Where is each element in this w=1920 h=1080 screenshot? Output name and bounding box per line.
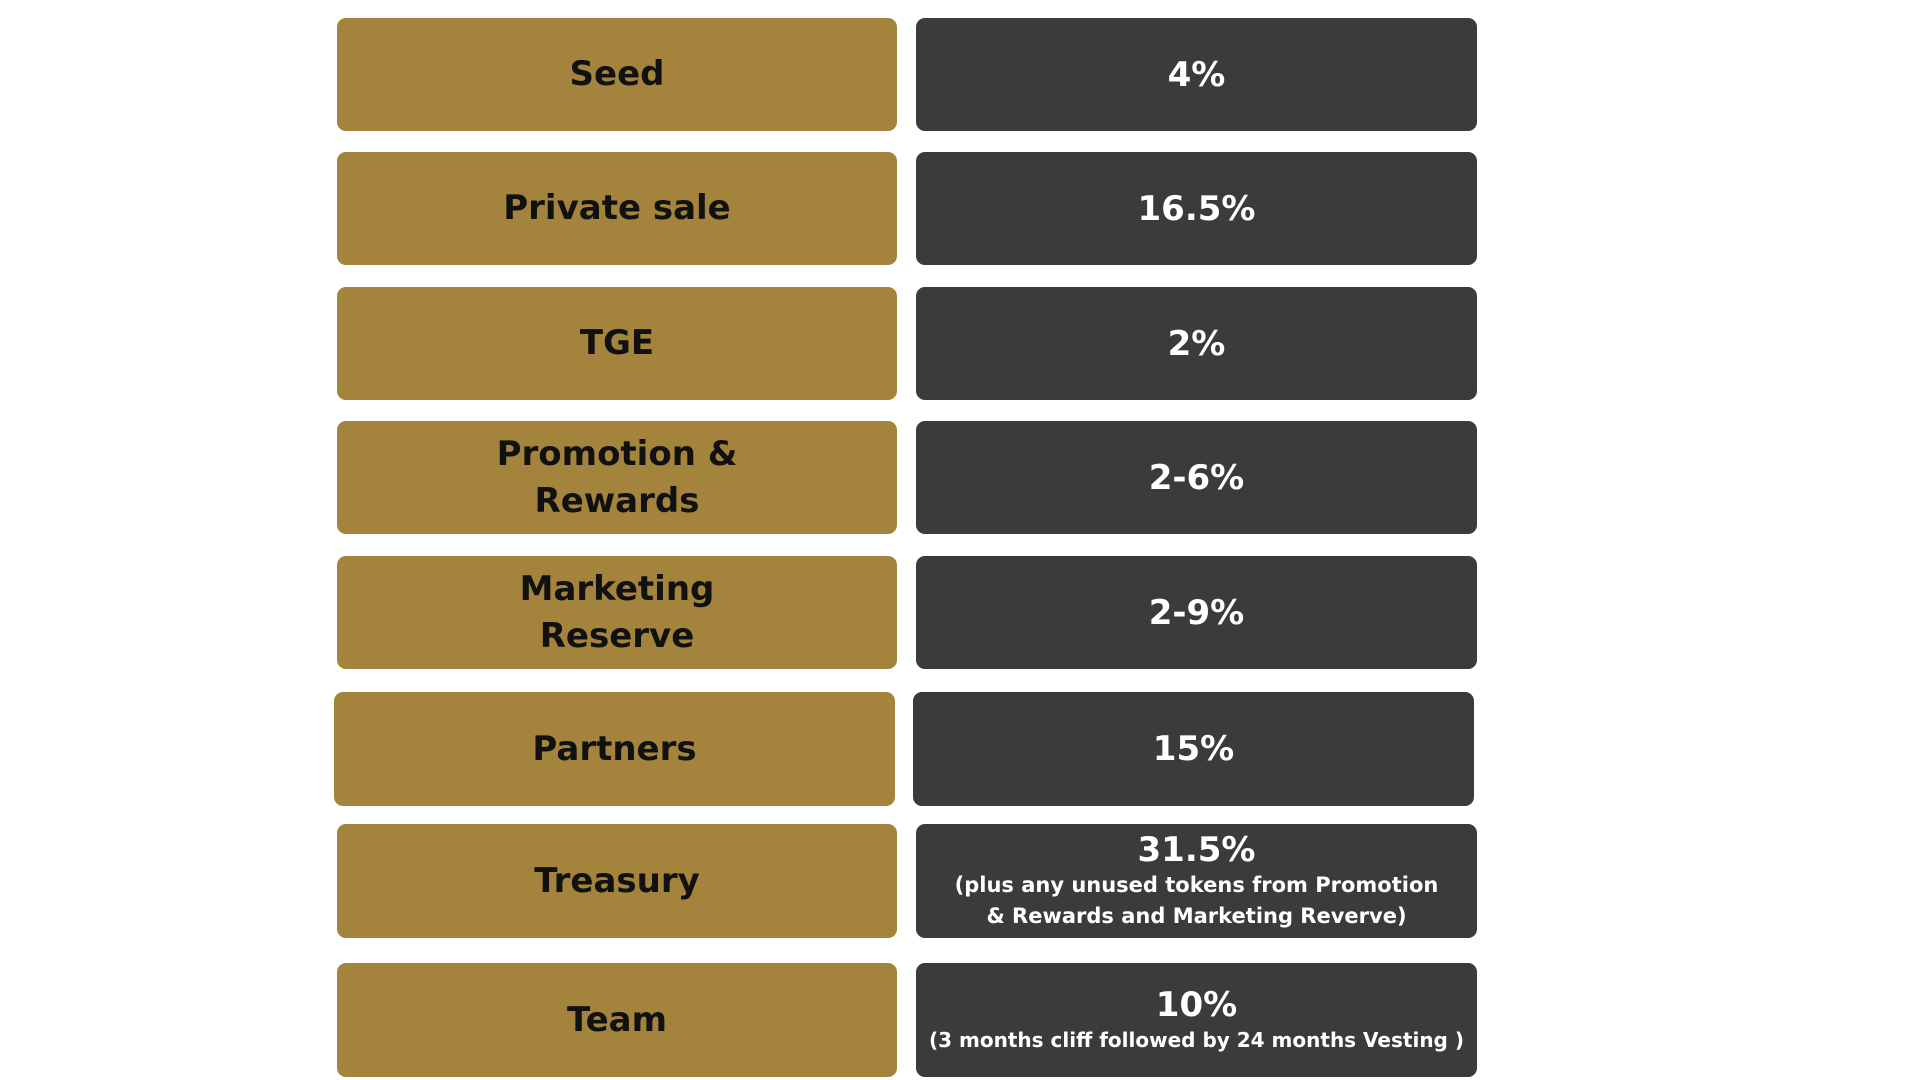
row-label-text: Private sale — [503, 188, 731, 228]
row-value-team: 10% (3 months cliff followed by 24 month… — [916, 963, 1477, 1077]
row-value-marketing-reserve: 2-9% — [916, 556, 1477, 669]
row-value-text: 10% — [1155, 984, 1238, 1025]
row-label-treasury: Treasury — [337, 824, 897, 938]
row-value-text: 15% — [1152, 729, 1235, 769]
row-label-text: Seed — [569, 54, 665, 94]
row-value-note: (3 months cliff followed by 24 months Ve… — [929, 1027, 1464, 1052]
row-label-text: TGE — [579, 323, 655, 363]
row-value-treasury: 31.5% (plus any unused tokens from Promo… — [916, 824, 1477, 938]
row-value-text: 16.5% — [1137, 188, 1256, 229]
row-label-text: Partners — [532, 728, 697, 769]
row-label-team: Team — [337, 963, 897, 1077]
row-label-partners: Partners — [334, 692, 895, 806]
row-value-text: 2-6% — [1148, 457, 1245, 498]
row-value-text: 31.5% — [1137, 830, 1256, 870]
row-value-text: 2-9% — [1148, 592, 1245, 633]
row-value-private-sale: 16.5% — [916, 152, 1477, 265]
row-label-text: Promotion & Rewards — [496, 433, 738, 521]
row-value-tge: 2% — [916, 287, 1477, 400]
row-label-text: Treasury — [534, 860, 700, 901]
row-label-tge: TGE — [337, 287, 897, 400]
row-label-marketing-reserve: Marketing Reserve — [337, 556, 897, 669]
row-label-promotion-rewards: Promotion & Rewards — [337, 421, 897, 534]
row-value-partners: 15% — [913, 692, 1474, 806]
row-value-text: 2% — [1167, 323, 1226, 364]
row-label-seed: Seed — [337, 18, 897, 131]
row-label-text: Team — [566, 999, 668, 1040]
row-value-seed: 4% — [916, 18, 1477, 131]
row-label-private-sale: Private sale — [337, 152, 897, 265]
row-value-promotion-rewards: 2-6% — [916, 421, 1477, 534]
row-value-note: (plus any unused tokens from Promotion &… — [954, 873, 1439, 928]
row-value-text: 4% — [1167, 54, 1226, 95]
row-label-text: Marketing Reserve — [519, 568, 715, 656]
